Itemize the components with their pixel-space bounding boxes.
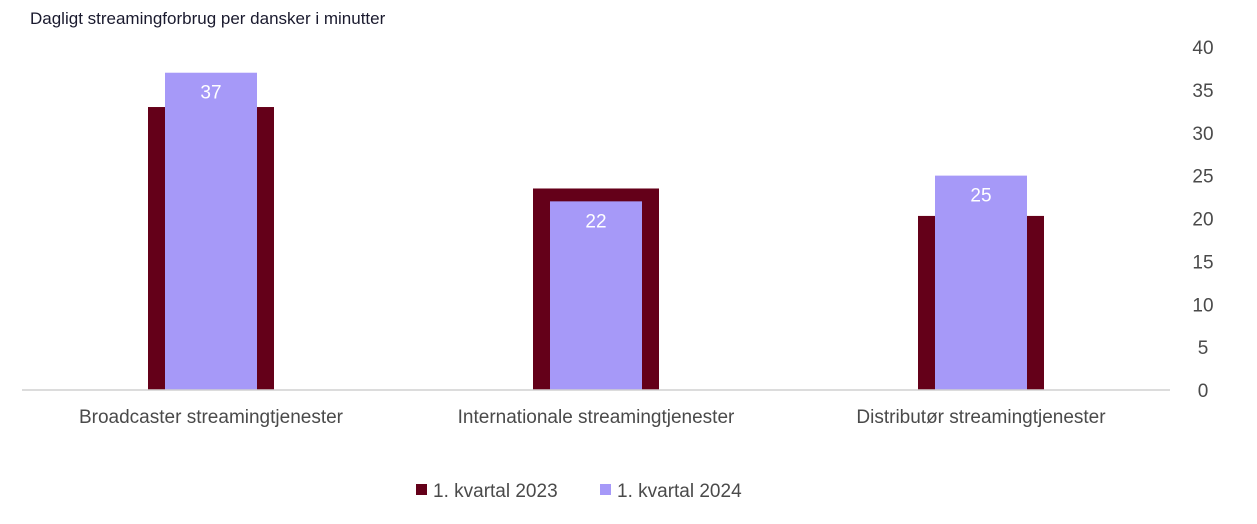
y-tick-label: 25 xyxy=(1192,167,1213,188)
y-tick-label: 15 xyxy=(1192,252,1213,273)
bar-2024 xyxy=(935,175,1027,390)
legend-swatch-2023 xyxy=(416,484,427,495)
y-tick-label: 30 xyxy=(1192,124,1213,145)
y-tick-label: 10 xyxy=(1192,295,1213,316)
bar-2024 xyxy=(550,201,642,390)
y-tick-label: 35 xyxy=(1192,81,1213,102)
legend-label-2023: 1. kvartal 2023 xyxy=(433,481,558,502)
x-tick-label: Distributør streamingtjenester xyxy=(856,407,1106,428)
data-labels: 37 22 25 xyxy=(200,83,991,233)
legend: 1. kvartal 2023 1. kvartal 2024 xyxy=(416,481,742,502)
bars xyxy=(148,72,1044,391)
legend-label-2024: 1. kvartal 2024 xyxy=(617,481,742,502)
x-axis: Broadcaster streamingtjenester Internatio… xyxy=(79,407,1106,428)
y-tick-label: 20 xyxy=(1192,210,1213,231)
y-tick-label: 40 xyxy=(1192,38,1213,59)
y-axis: 0 5 10 15 20 25 30 35 40 xyxy=(1192,38,1213,402)
chart-title: Dagligt streamingforbrug per dansker i m… xyxy=(30,9,386,28)
y-tick-label: 0 xyxy=(1198,381,1209,402)
x-tick-label: Internationale streamingtjenester xyxy=(458,407,735,428)
data-label-2024: 37 xyxy=(200,83,221,104)
bar-2024 xyxy=(165,72,257,390)
data-label-2024: 25 xyxy=(970,186,991,207)
x-tick-label: Broadcaster streamingtjenester xyxy=(79,407,344,428)
legend-swatch-2024 xyxy=(600,484,611,495)
y-tick-label: 5 xyxy=(1198,338,1209,359)
data-label-2024: 22 xyxy=(585,211,606,232)
